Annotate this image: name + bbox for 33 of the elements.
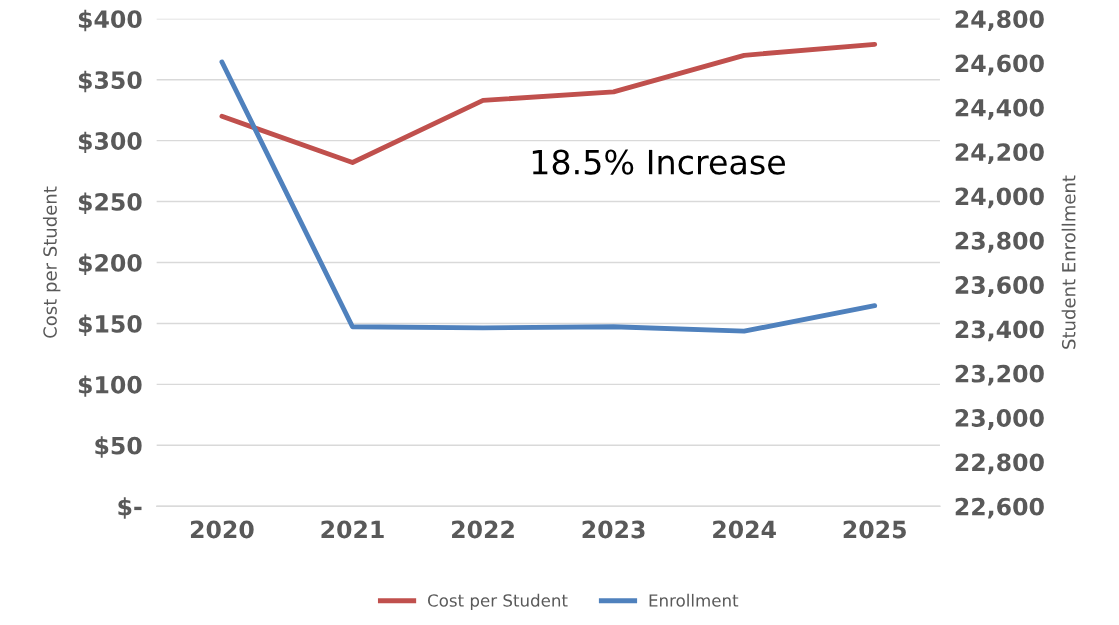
y-tick-label: $200 — [78, 253, 142, 275]
y2-axis-title: Student Enrollment — [1061, 175, 1076, 349]
legend-label: Enrollment — [649, 593, 739, 607]
y2-tick-label: 23,600 — [955, 276, 1044, 297]
y-tick-label: $100 — [78, 375, 142, 397]
x-tick-label: 2021 — [321, 520, 384, 539]
y2-tick-label: 23,800 — [955, 231, 1044, 253]
y2-tick-label: 24,200 — [955, 143, 1044, 165]
y-tick-label: $150 — [78, 314, 142, 336]
y-axis-title: Cost per Student — [42, 186, 61, 338]
legend-label: Cost per Student — [427, 593, 568, 610]
x-tick-label: 2024 — [713, 520, 776, 539]
x-tick-label: 2025 — [843, 520, 906, 539]
x-tick-label: 2020 — [190, 520, 254, 539]
y2-tick-label: 22,800 — [955, 453, 1044, 475]
x-tick-label: 2022 — [452, 520, 514, 539]
y2-tick-label: 23,400 — [955, 320, 1044, 342]
y-tick-label: $250 — [78, 192, 142, 214]
y2-tick-label: 23,200 — [955, 364, 1044, 386]
y2-tick-label: 24,800 — [955, 10, 1044, 32]
y2-tick-label: 22,600 — [955, 497, 1044, 519]
y2-tick-label: 24,400 — [955, 98, 1044, 120]
y-tick-label: $- — [118, 497, 142, 519]
y-tick-label: $400 — [78, 9, 142, 32]
y2-tick-label: 24,600 — [955, 54, 1044, 76]
x-tick-label: 2023 — [582, 520, 645, 539]
annotation: 18.5% Increase — [532, 149, 785, 175]
y-tick-label: $50 — [95, 436, 142, 458]
y-tick-label: $300 — [78, 131, 142, 154]
y-tick-label: $350 — [78, 70, 142, 93]
line-series — [219, 59, 878, 334]
y2-tick-label: 23,000 — [955, 409, 1044, 430]
y2-tick-label: 24,000 — [955, 187, 1044, 209]
